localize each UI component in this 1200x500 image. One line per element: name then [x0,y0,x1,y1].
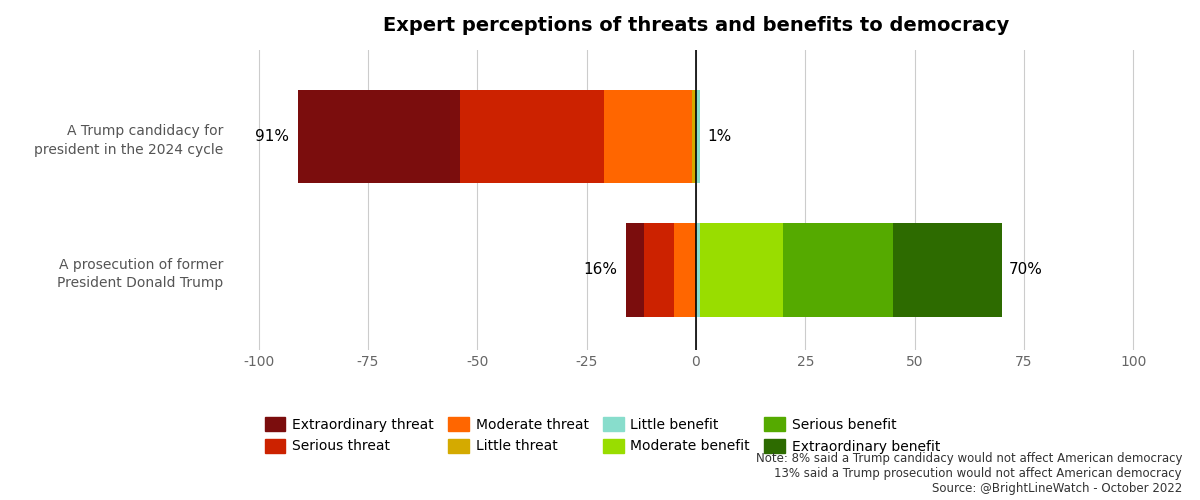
Bar [643,224,674,316]
Bar [691,90,696,184]
Bar [298,90,460,184]
Text: 16%: 16% [583,262,617,278]
Legend: Extraordinary threat, Serious threat, Moderate threat, Little threat, Little ben: Extraordinary threat, Serious threat, Mo… [265,417,940,454]
Bar [696,224,701,316]
Bar [460,90,604,184]
Bar [626,224,643,316]
Text: Note: 8% said a Trump candidacy would not affect American democracy
13% said a T: Note: 8% said a Trump candidacy would no… [756,452,1182,495]
Text: 70%: 70% [1009,262,1043,278]
Bar [604,90,691,184]
Bar [674,224,696,316]
Bar [696,90,701,184]
Bar [701,224,784,316]
Bar [784,224,893,316]
Title: Expert perceptions of threats and benefits to democracy: Expert perceptions of threats and benefi… [383,16,1009,34]
Text: 1%: 1% [707,129,731,144]
Text: 91%: 91% [256,129,289,144]
Bar [893,224,1002,316]
